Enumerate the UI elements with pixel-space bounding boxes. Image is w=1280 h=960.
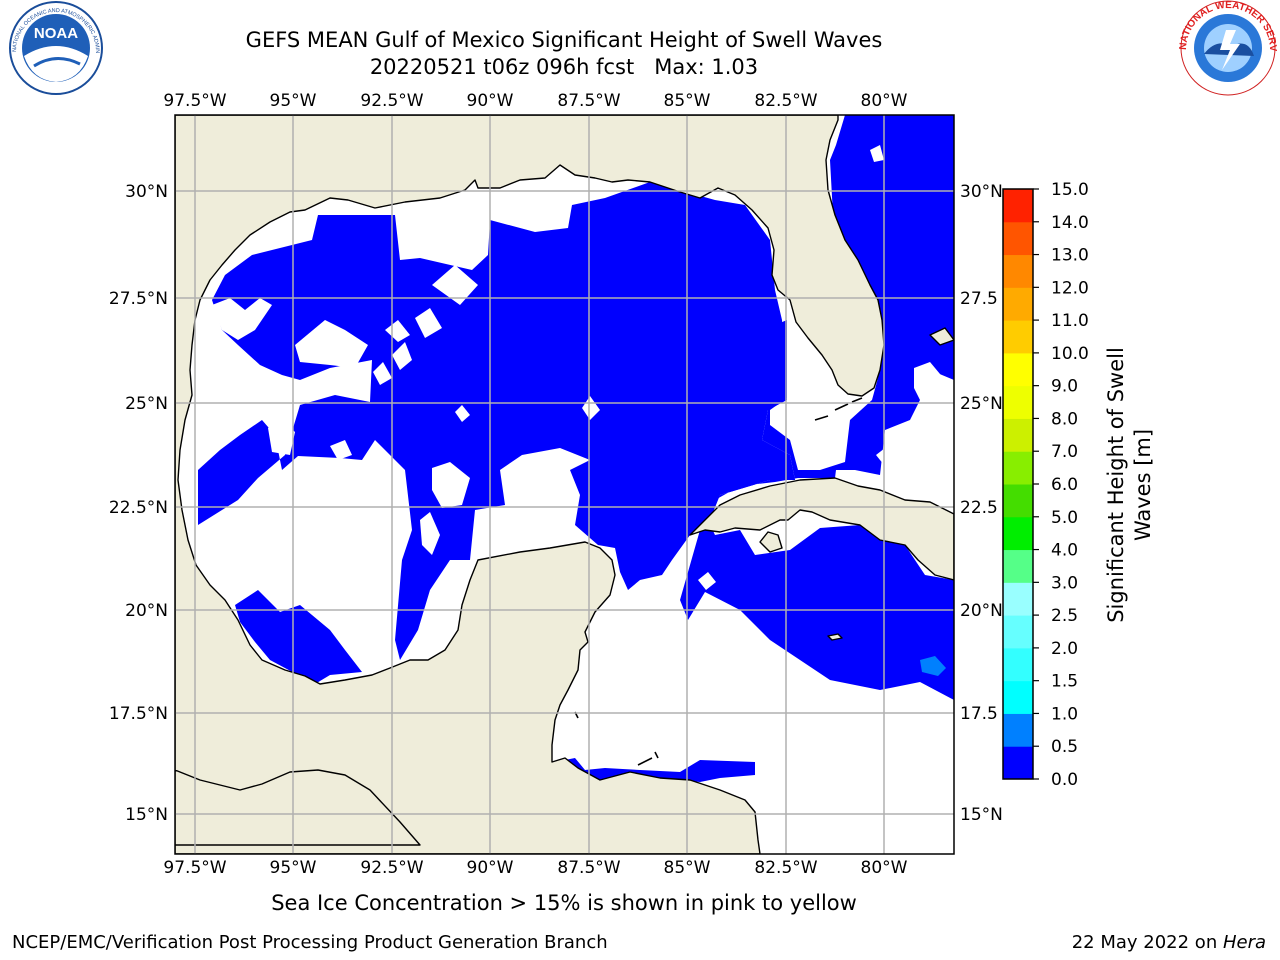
colorbar-swatch [1003, 582, 1033, 616]
lon-label: 90°W [467, 858, 514, 878]
chart-title: GEFS MEAN Gulf of Mexico Significant Hei… [245, 28, 883, 52]
colorbar-swatch [1003, 713, 1033, 747]
footer-date: 22 May 2022 on Hera [1072, 932, 1266, 953]
colorbar-tick-label: 9.0 [1051, 377, 1078, 397]
lat-label: 22.5°N [109, 498, 168, 518]
lon-label: 95°W [270, 858, 317, 878]
colorbar-swatch [1003, 549, 1033, 583]
lat-label: 25°N [960, 394, 1003, 414]
swell-band-0 [198, 115, 954, 782]
colorbar-tick-label: 0.0 [1051, 770, 1078, 790]
noaa-logo: NOAA NATIONAL OCEANIC AND ATMOSPHERIC AD… [0, 0, 103, 95]
lat-label: 15°N [960, 805, 1003, 825]
lat-label: 30°N [125, 182, 168, 202]
colorbar-tick-label: 6.0 [1051, 475, 1078, 495]
colorbar-tick-label: 12.0 [1051, 278, 1089, 298]
colorbar-tick-label: 2.5 [1051, 606, 1078, 626]
colorbar-tick-label: 1.5 [1051, 672, 1078, 692]
land [175, 115, 954, 854]
colorbar-swatch [1003, 615, 1033, 649]
lat-label: 20°N [960, 601, 1003, 621]
colorbar-swatch [1003, 254, 1033, 288]
lon-label: 92.5°W [360, 858, 423, 878]
lon-label: 82.5°W [754, 91, 817, 111]
colorbar-swatch [1003, 484, 1033, 518]
lon-label: 87.5°W [557, 858, 620, 878]
lon-label: 85°W [664, 91, 711, 111]
nws-logo: NATIONAL WEATHER SERVICE [0, 0, 1278, 96]
colorbar-tick-label: 11.0 [1051, 311, 1089, 331]
lat-label: 27.5 [960, 289, 998, 309]
colorbar-label-line1: Significant Height of Swell [1104, 347, 1128, 623]
colorbar-swatch [1003, 287, 1033, 321]
colorbar: 0.0 0.5 1.0 1.5 2.0 2.5 3.0 4.0 5.0 6.0 7.0 8.0 9.0 1… [1002, 180, 1089, 790]
lat-label: 20°N [125, 601, 168, 621]
footer-date-text: 22 May 2022 on [1071, 932, 1223, 953]
footer-host: Hera [1222, 932, 1266, 953]
lat-label: 17.5°N [109, 704, 168, 724]
colorbar-swatch [1003, 680, 1033, 714]
colorbar-tick-label: 10.0 [1051, 344, 1089, 364]
map-area [175, 115, 954, 854]
lat-label: 22.5 [960, 498, 998, 518]
colorbar-tick-label: 4.0 [1051, 541, 1078, 561]
footer-credit: NCEP/EMC/Verification Post Processing Pr… [12, 932, 608, 953]
lat-labels-right: 30°N 27.5 25°N 22.5 20°N 17.5 15°N [960, 182, 1003, 825]
lon-label: 97.5°W [163, 858, 226, 878]
colorbar-swatch [1003, 647, 1033, 682]
colorbar-swatch [1003, 320, 1033, 354]
lon-labels-top: 97.5°W 95°W 92.5°W 90°W 87.5°W 85°W 82.5… [163, 91, 907, 111]
colorbar-tick-label: 5.0 [1051, 508, 1078, 528]
colorbar-tick-label: 13.0 [1051, 246, 1089, 266]
colorbar-tick-label: 7.0 [1051, 442, 1078, 462]
colorbar-tick-label: 1.0 [1051, 704, 1078, 724]
lon-label: 97.5°W [163, 91, 226, 111]
lat-labels-left: 30°N 27.5°N 25°N 22.5°N 20°N 17.5°N 15°N [109, 182, 168, 825]
colorbar-tick-label: 15.0 [1051, 180, 1089, 200]
lon-label: 80°W [861, 858, 908, 878]
colorbar-tick-label: 8.0 [1051, 409, 1078, 429]
lon-label: 95°W [270, 91, 317, 111]
lat-label: 25°N [125, 394, 168, 414]
lon-labels-bottom: 97.5°W 95°W 92.5°W 90°W 87.5°W 85°W 82.5… [163, 858, 907, 878]
colorbar-tick-label: 2.0 [1051, 639, 1078, 659]
lat-label: 17.5 [960, 704, 998, 724]
colorbar-swatch [1003, 746, 1033, 780]
colorbar-swatch [1003, 451, 1033, 485]
noaa-logo-text: NOAA [34, 25, 78, 42]
lat-label: 27.5°N [109, 289, 168, 309]
lon-label: 87.5°W [557, 91, 620, 111]
colorbar-swatch [1003, 221, 1033, 256]
colorbar-tick-label: 0.5 [1051, 737, 1078, 757]
svg-text:NATIONAL WEATHER SERVICE: NATIONAL WEATHER SERVICE [0, 0, 1278, 52]
lon-label: 85°W [664, 858, 711, 878]
lon-label: 80°W [861, 91, 908, 111]
chart-subtitle: 20220521 t06z 096h fcst Max: 1.03 [369, 55, 759, 79]
lon-label: 82.5°W [754, 858, 817, 878]
ice-note: Sea Ice Concentration > 15% is shown in … [271, 891, 857, 915]
lon-label: 90°W [467, 91, 514, 111]
map-frame [174, 114, 955, 855]
colorbar-tick-label: 3.0 [1051, 573, 1078, 593]
map-gridlines [175, 115, 954, 854]
colorbar-swatch [1003, 189, 1033, 223]
lon-label: 92.5°W [360, 91, 423, 111]
colorbar-swatch [1003, 516, 1033, 551]
lat-label: 30°N [960, 182, 1003, 202]
colorbar-swatch [1003, 385, 1033, 419]
colorbar-swatch [1003, 352, 1033, 387]
colorbar-swatch [1003, 418, 1033, 452]
lat-label: 15°N [125, 805, 168, 825]
colorbar-label-line2: Waves [m] [1131, 429, 1155, 541]
colorbar-tick-label: 14.0 [1051, 213, 1089, 233]
